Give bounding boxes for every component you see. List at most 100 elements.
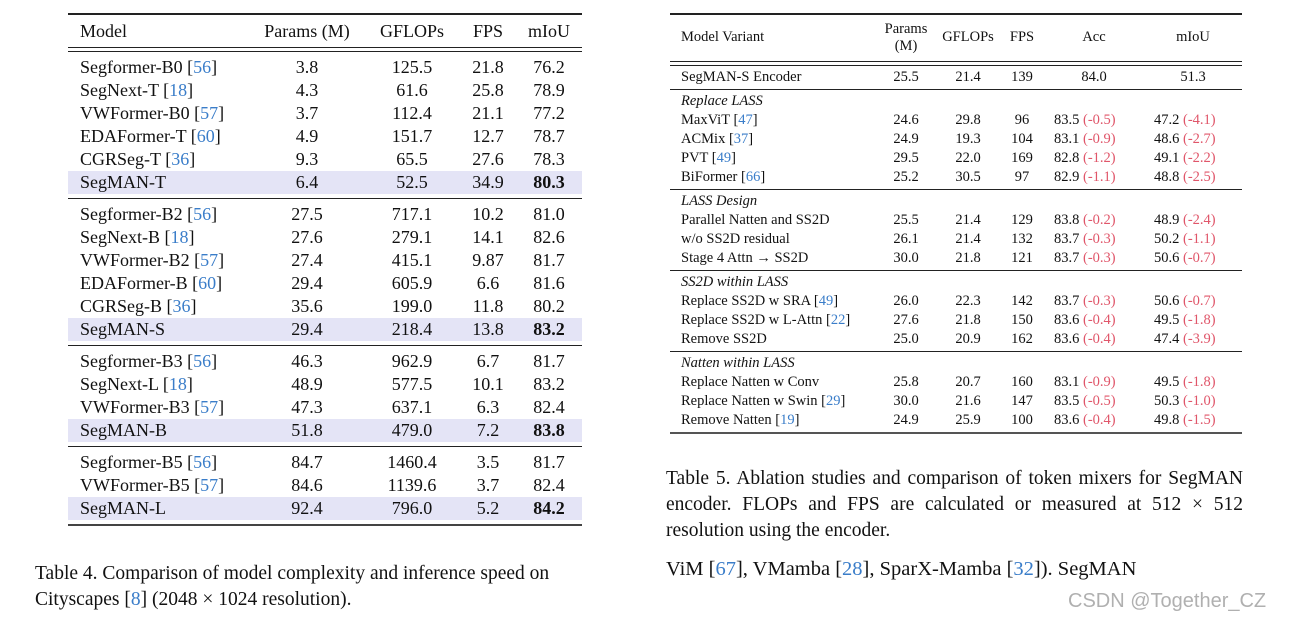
miou-value: 50.3: [1154, 392, 1180, 409]
citation-link[interactable]: 36: [171, 148, 190, 169]
fps-cell: 160: [1011, 373, 1033, 390]
citation-link[interactable]: 28: [842, 558, 863, 580]
miou-cell: 50.3 (-1.0): [1144, 392, 1242, 411]
table-row: BiFormer [66] 25.2 30.5 97 82.9 (-1.1) 48.8 (…: [670, 168, 1242, 187]
fps-cell: 96: [1014, 111, 1030, 128]
params-cell: 24.9: [893, 130, 919, 147]
body-text: ViM [67], VMamba [28], SparX-Mamba [32])…: [666, 556, 1136, 582]
params-cell: 30.0: [893, 392, 919, 409]
gflops-cell: 199.0: [391, 295, 433, 316]
miou-cell: 48.6 (-2.7): [1144, 130, 1242, 149]
gflops-cell: 1460.4: [387, 451, 437, 472]
model-name-cell: EDAFormer-B [60]: [80, 272, 223, 293]
header-model-variant: Model Variant: [670, 14, 876, 62]
fps-cell: 129: [1011, 211, 1033, 228]
fps-cell: 150: [1011, 311, 1033, 328]
table-row: Replace SS2D w SRA [49] 26.0 22.3 142 83.7 (…: [670, 292, 1242, 311]
acc-cell: 83.6 (-0.4): [1044, 411, 1144, 430]
table-row: PVT [49] 29.5 22.0 169 82.8 (-1.2) 49.1 (-2.2…: [670, 149, 1242, 168]
watermark: CSDN @Together_CZ: [1068, 590, 1267, 612]
miou-value: 80.2: [533, 295, 565, 316]
fps-cell: 25.8: [472, 79, 504, 100]
table-row: Segformer-B3 [56] 46.3 962.9 6.7 81.7: [68, 350, 582, 373]
model-name-cell: SegNext-B [18]: [80, 226, 195, 247]
section-header-row: SS2D within LASS: [670, 273, 1242, 292]
acc-value: 83.8: [1054, 211, 1080, 228]
citation-link[interactable]: 18: [168, 373, 187, 394]
citation-link[interactable]: 22: [830, 311, 846, 328]
table-row: Remove SS2D 25.0 20.9 162 83.6 (-0.4) 47.4 (-…: [670, 330, 1242, 349]
params-cell: 6.4: [295, 171, 319, 192]
gflops-cell: 637.1: [391, 396, 433, 417]
citation-link[interactable]: 57: [200, 474, 219, 495]
miou-value: 76.2: [533, 56, 565, 77]
citation-link[interactable]: 37: [733, 130, 749, 147]
miou-cell: 48.9 (-2.4): [1144, 211, 1242, 230]
section-header-row: Replace LASS: [670, 92, 1242, 111]
model-name: VWFormer-B5: [80, 474, 190, 495]
citation-link[interactable]: 49: [716, 149, 732, 166]
acc-delta: (-0.2): [1083, 211, 1116, 228]
citation-link[interactable]: 47: [738, 111, 753, 128]
model-group: Segformer-B2 [56] 27.5 717.1 10.2 81.0 SegNex…: [68, 198, 582, 345]
miou-delta: (-2.7): [1183, 130, 1216, 147]
fps-cell: 3.5: [476, 451, 500, 472]
table-row: ACMix [37] 24.9 19.3 104 83.1 (-0.9) 48.6 (-2…: [670, 130, 1242, 149]
citation-link[interactable]: 56: [193, 350, 212, 371]
miou-value: 48.9: [1154, 211, 1180, 228]
citation-link[interactable]: 8: [130, 589, 141, 610]
citation-link[interactable]: 19: [780, 411, 795, 428]
acc-delta: (-0.9): [1083, 130, 1116, 147]
baseline-row: SegMAN-S Encoder 25.5 21.4 139 84.0 51.3: [670, 68, 1242, 87]
citation-link[interactable]: 56: [193, 451, 212, 472]
citation-link[interactable]: 18: [170, 226, 189, 247]
fps-cell: 142: [1011, 292, 1033, 309]
model-name: Remove SS2D: [681, 330, 767, 347]
params-cell: 47.3: [291, 396, 323, 417]
citation-link[interactable]: 57: [200, 102, 219, 123]
params-cell: 25.5: [893, 211, 919, 228]
table-row: w/o SS2D residual 26.1 21.4 132 83.7 (-0.3) 5…: [670, 230, 1242, 249]
model-name: Replace Natten w Conv: [681, 373, 820, 390]
miou-cell: 78.9: [516, 79, 582, 102]
acc-delta: (-0.5): [1083, 392, 1116, 409]
table-row: Replace Natten w Swin [29] 30.0 21.6 147 83.…: [670, 392, 1242, 411]
citation-link[interactable]: 56: [193, 56, 212, 77]
caption-text: Table 4. Comparison of model complexity …: [35, 563, 550, 610]
acc-value: 82.9: [1054, 168, 1080, 185]
citation-link[interactable]: 32: [1013, 558, 1034, 580]
model-name-cell: BiFormer [66]: [681, 168, 766, 185]
table-5-caption: Table 5. Ablation studies and comparison…: [666, 468, 1243, 541]
citation-link[interactable]: 36: [172, 295, 191, 316]
fps-cell: 12.7: [472, 125, 504, 146]
citation-link[interactable]: 60: [196, 125, 215, 146]
params-cell: 48.9: [291, 373, 323, 394]
acc-cell: 83.7 (-0.3): [1044, 292, 1144, 311]
citation-link[interactable]: 29: [825, 392, 841, 409]
citation-link[interactable]: 67: [715, 558, 736, 580]
miou-cell: 50.2 (-1.1): [1144, 230, 1242, 249]
citation-link[interactable]: 60: [198, 272, 217, 293]
miou-value: 78.9: [533, 79, 565, 100]
acc-cell: 82.8 (-1.2): [1044, 149, 1144, 168]
model-name-cell: VWFormer-B5 [57]: [80, 474, 225, 495]
table-row: Replace SS2D w L-Attn [22] 27.6 21.8 150 83.…: [670, 311, 1242, 330]
model-group: Segformer-B5 [56] 84.7 1460.4 3.5 81.7 VWForm…: [68, 446, 582, 525]
citation-link[interactable]: 49: [818, 292, 834, 309]
citation-link[interactable]: 18: [169, 79, 188, 100]
acc-cell: 83.7 (-0.3): [1044, 249, 1144, 268]
model-name: Replace Natten w Swin: [681, 392, 818, 409]
table-row: Segformer-B2 [56] 27.5 717.1 10.2 81.0: [68, 203, 582, 226]
header-params: Params (M): [876, 14, 936, 62]
fps-cell: 13.8: [472, 318, 504, 339]
gflops-cell: 25.9: [955, 411, 981, 428]
citation-link[interactable]: 57: [200, 396, 219, 417]
citation-link[interactable]: 57: [200, 249, 219, 270]
acc-value: 83.5: [1054, 392, 1080, 409]
miou-cell: 49.1 (-2.2): [1144, 149, 1242, 168]
model-name: SegNext-T: [80, 79, 159, 100]
table-4: Model Params (M) GFLOPs FPS mIoU Segform…: [68, 13, 582, 526]
citation-link[interactable]: 66: [745, 168, 761, 185]
fps-cell: 162: [1011, 330, 1033, 347]
citation-link[interactable]: 56: [193, 203, 212, 224]
